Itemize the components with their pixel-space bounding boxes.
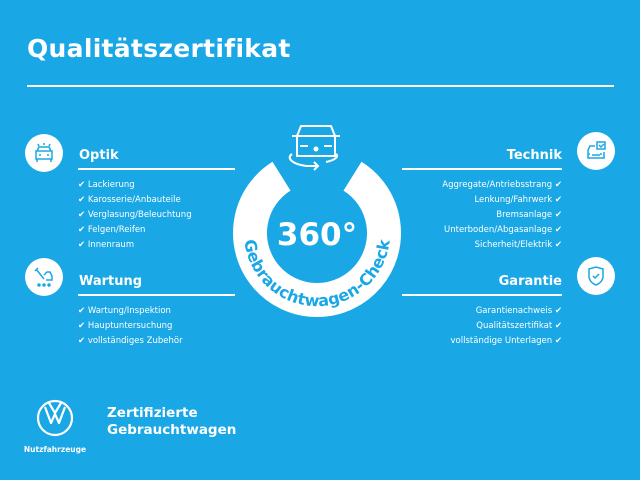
section-header-technik: Technik xyxy=(506,148,562,163)
list-item: ✔ Lackierung xyxy=(78,180,135,190)
list-technik: Aggregate/Antriebsstrang ✔ Lenkung/Fahrw… xyxy=(382,178,562,253)
value-360: 360° xyxy=(277,217,357,253)
divider xyxy=(402,294,562,296)
list-item: Garantienachweis ✔ xyxy=(475,306,562,316)
list-optik: ✔ Lackierung ✔ Karosserie/Anbauteile ✔ V… xyxy=(78,178,192,253)
list-item: vollständige Unterlagen ✔ xyxy=(450,336,562,346)
section-header-garantie: Garantie xyxy=(498,274,562,289)
list-item: Lenkung/Fahrwerk ✔ xyxy=(474,195,562,205)
divider xyxy=(78,168,235,170)
list-garantie: Garantienachweis ✔ Qualitätszertifikat ✔… xyxy=(382,304,562,349)
page-title: Qualitätszertifikat xyxy=(27,34,291,63)
shield-check-icon xyxy=(577,257,615,295)
section-header-wartung: Wartung xyxy=(79,274,143,289)
list-item: Bremsanlage ✔ xyxy=(496,210,562,220)
list-item: ✔ vollständiges Zubehör xyxy=(78,336,183,346)
list-item: Aggregate/Antriebsstrang ✔ xyxy=(442,180,562,190)
ring xyxy=(233,161,401,317)
car-checklist-icon xyxy=(577,132,615,170)
list-item: ✔ Wartung/Inspektion xyxy=(78,306,171,316)
divider xyxy=(402,168,562,170)
car-lights-icon xyxy=(25,134,63,172)
list-item: ✔ Felgen/Reifen xyxy=(78,225,146,235)
list-item: ✔ Innenraum xyxy=(78,240,135,250)
list-item: Sicherheit/Elektrik ✔ xyxy=(474,240,562,250)
divider xyxy=(78,294,235,296)
brand-text: Zertifizierte Gebrauchtwagen xyxy=(107,405,237,438)
car-rotate-icon xyxy=(288,125,340,171)
list-wartung: ✔ Wartung/Inspektion ✔ Hauptuntersuchung… xyxy=(78,304,183,349)
section-header-optik: Optik xyxy=(79,148,119,163)
list-item: Unterboden/Abgasanlage ✔ xyxy=(444,225,562,235)
title-divider xyxy=(27,85,614,87)
list-item: ✔ Hauptuntersuchung xyxy=(78,321,173,331)
tools-icon xyxy=(25,258,63,296)
list-item: ✔ Karosserie/Anbauteile xyxy=(78,195,181,205)
list-item: ✔ Verglasung/Beleuchtung xyxy=(78,210,192,220)
list-item: Qualitätszertifikat ✔ xyxy=(476,321,562,331)
logo-caption: Nutzfahrzeuge xyxy=(23,445,87,454)
vw-logo xyxy=(36,399,74,437)
